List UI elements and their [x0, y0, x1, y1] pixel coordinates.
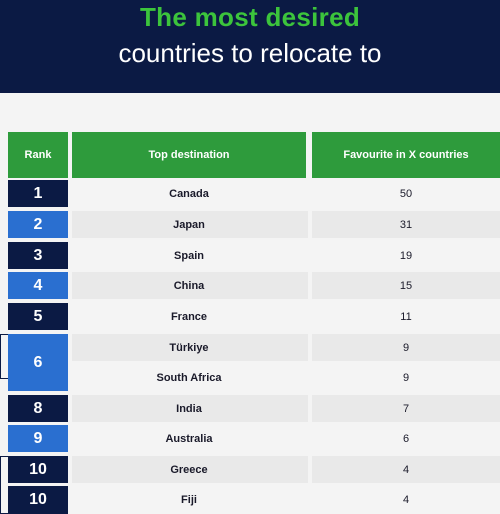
destination-cell: China	[173, 279, 205, 292]
table-row-bg	[72, 180, 500, 207]
rank-cell: 10	[8, 486, 68, 514]
header-favourite: Favourite in X countries	[312, 132, 500, 178]
table-row-bg	[72, 303, 500, 330]
destination-cell: Greece	[170, 463, 208, 476]
column-divider	[308, 180, 312, 514]
destination-cell: Canada	[169, 187, 209, 200]
destination-cell: India	[176, 402, 202, 415]
rank-cell: 5	[8, 303, 68, 330]
favourite-cell: 4	[402, 494, 410, 506]
header-rank: Rank	[8, 132, 68, 178]
rank-cell: 3	[8, 242, 68, 269]
favourite-cell: 15	[399, 279, 413, 292]
favourite-cell: 50	[399, 187, 413, 200]
tie-bracket	[0, 456, 8, 514]
rank-cell: 4	[8, 272, 68, 299]
favourite-cell: 4	[402, 463, 410, 476]
favourite-cell: 11	[400, 310, 412, 323]
destination-cell: Spain	[174, 249, 204, 262]
destination-cell: Fiji	[181, 494, 197, 506]
title-highlight: The most desired	[139, 2, 361, 32]
rank-cell: 6	[8, 334, 68, 391]
table-row-bg	[72, 272, 500, 299]
rank-cell: 9	[8, 425, 68, 452]
table-row-bg	[72, 395, 500, 422]
favourite-cell: 31	[399, 218, 413, 231]
rank-cell: 2	[8, 211, 68, 238]
favourite-cell: 19	[399, 249, 413, 262]
favourite-cell: 9	[402, 371, 410, 384]
favourite-cell: 7	[402, 402, 410, 415]
header-destination: Top destination	[72, 132, 306, 178]
tie-bracket	[0, 334, 8, 379]
table-row-bg	[72, 425, 500, 452]
title-subline: countries to relocate to	[118, 38, 382, 68]
destination-cell: Australia	[165, 432, 213, 445]
favourite-cell: 6	[402, 432, 410, 445]
rank-cell: 10	[8, 456, 68, 483]
destination-cell: Türkiye	[169, 341, 209, 354]
favourite-cell: 9	[402, 341, 410, 354]
rank-cell: 8	[8, 395, 68, 422]
table-row-bg	[72, 456, 500, 483]
table-row-bg	[72, 242, 500, 269]
destination-cell: France	[170, 310, 208, 323]
table-row-bg	[72, 334, 500, 361]
table-row-bg	[72, 364, 500, 391]
destination-cell: South Africa	[156, 371, 222, 384]
rank-cell: 1	[8, 180, 68, 207]
table-row-bg	[72, 211, 500, 238]
table-row-bg	[72, 486, 500, 513]
destination-cell: Japan	[173, 218, 205, 231]
title-banner: The most desired countries to relocate t…	[0, 0, 500, 93]
